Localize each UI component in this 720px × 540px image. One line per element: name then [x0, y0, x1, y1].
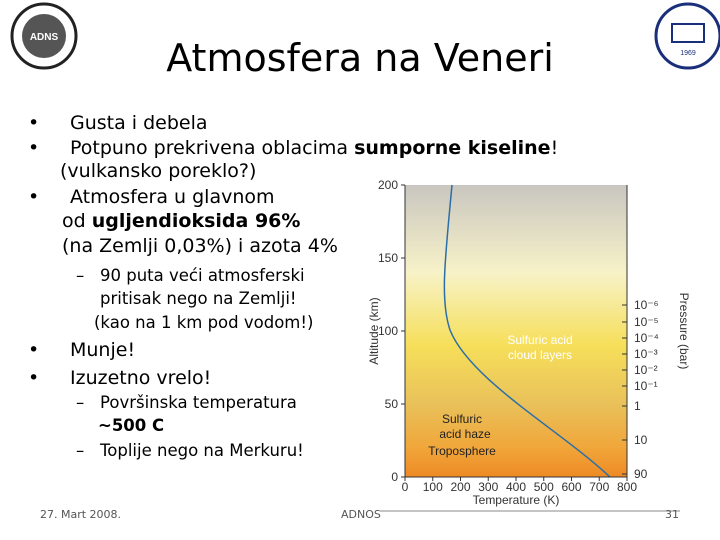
text-run: Munje!: [70, 339, 136, 361]
logo-left-text: ADNS: [30, 32, 59, 43]
x-tick-label: 0: [402, 480, 409, 494]
text-run: Toplije nego na Merkuru!: [100, 441, 304, 460]
pressure-tick-label: 90: [634, 467, 648, 481]
bullet-marker: –: [76, 393, 85, 412]
x-tick-label: 600: [561, 480, 581, 494]
pressure-tick-label: 10⁻⁶: [634, 298, 659, 312]
text-run: Površinska temperatura: [100, 393, 297, 412]
x-tick-label: 500: [534, 480, 554, 494]
text-run: ugljendioksida 96%: [91, 210, 301, 232]
x-axis-label: Temperature (K): [473, 493, 560, 507]
figure-annotation: Sulfuric: [442, 412, 482, 426]
bullet-marker: •: [28, 339, 40, 361]
text-line: Munje!: [70, 339, 135, 361]
x-tick-label: 800: [617, 480, 637, 494]
footer-date: 27. Mart 2008.: [40, 508, 122, 521]
bullet-marker: •: [28, 112, 40, 134]
bullet-marker: –: [76, 266, 85, 285]
text-line: Atmosfera u glavnom: [70, 186, 275, 208]
logo-right: [654, 2, 720, 70]
figure-annotation: cloud layers: [508, 348, 572, 362]
bullet-marker: •: [28, 367, 40, 389]
text-run: Gusta i debela: [70, 112, 208, 134]
footer-page: 31: [665, 508, 679, 521]
figure-annotation: acid haze: [439, 427, 491, 441]
pressure-tick-label: 1: [634, 399, 641, 413]
plot-background: [405, 185, 627, 477]
x-tick-label: 400: [506, 480, 526, 494]
text-run: pritisak nego na Zemlji!: [100, 289, 297, 308]
bullet-marker: –: [76, 441, 85, 460]
x-tick-label: 300: [478, 480, 498, 494]
figure-annotation: Sulfuric acid: [507, 333, 572, 347]
pressure-tick-label: 10⁻²: [634, 363, 658, 377]
text-line: od ugljendioksida 96%: [62, 210, 300, 232]
title: Atmosfera na Veneri: [166, 36, 554, 80]
text-line: Potpuno prekrivena oblacima sumporne kis…: [70, 137, 558, 159]
text-line: (kao na 1 km pod vodom!): [94, 313, 313, 332]
text-run: Izuzetno vrelo!: [70, 367, 212, 389]
footer-org: ADNOS: [341, 508, 381, 521]
x-tick-label: 700: [589, 480, 609, 494]
bullet-marker: •: [28, 137, 40, 159]
text-line: 90 puta veći atmosferski: [100, 266, 305, 285]
pressure-tick-label: 10⁻¹: [634, 379, 658, 393]
pressure-tick-label: 10⁻⁴: [634, 331, 659, 345]
x-tick-label: 100: [423, 480, 443, 494]
text-run: (na Zemlji 0,03%) i azota 4%: [62, 235, 338, 257]
text-line: (na Zemlji 0,03%) i azota 4%: [62, 235, 338, 257]
text-line: (vulkansko poreklo?): [60, 160, 256, 182]
text-run: Atmosfera u glavnom: [70, 186, 275, 208]
text-run: ~500 C: [98, 416, 165, 435]
bullet-marker: •: [28, 186, 40, 208]
pressure-tick-label: 10: [634, 433, 648, 447]
x-tick-label: 200: [450, 480, 470, 494]
text-run: (vulkansko poreklo?): [60, 160, 257, 182]
text-run: od: [62, 210, 92, 232]
text-line: Površinska temperatura: [100, 393, 297, 412]
text-run: !: [550, 137, 559, 159]
y-axis-label: Altitude (km): [367, 297, 381, 364]
text-line: Gusta i debela: [70, 112, 208, 134]
text-line: Izuzetno vrelo!: [70, 367, 211, 389]
text-run: Potpuno prekrivena oblacima: [70, 137, 355, 159]
logo-right-text: 1969: [680, 50, 696, 57]
y-tick-label: 150: [378, 251, 398, 265]
y-tick-label: 100: [378, 324, 398, 338]
logo-right-building: [671, 23, 705, 43]
text-line: ~500 C: [98, 416, 164, 435]
text-run: (kao na 1 km pod vodom!): [94, 313, 314, 332]
pressure-tick-label: 10⁻⁵: [634, 315, 659, 329]
temperature-profile: [443, 184, 611, 478]
text-run: 90 puta veći atmosferski: [100, 266, 305, 285]
y-tick-label: 0: [391, 470, 398, 484]
figure-annotation: Troposphere: [428, 444, 496, 458]
y-tick-label: 200: [378, 178, 398, 192]
right-axis-label: Pressure (bar): [677, 293, 691, 370]
text-line: pritisak nego na Zemlji!: [100, 289, 297, 308]
logo-left-inner: [22, 14, 66, 58]
text-line: Toplije nego na Merkuru!: [100, 441, 304, 460]
text-run: sumporne kiseline: [354, 137, 551, 159]
pressure-tick-label: 10⁻³: [634, 347, 658, 361]
y-tick-label: 50: [385, 397, 399, 411]
